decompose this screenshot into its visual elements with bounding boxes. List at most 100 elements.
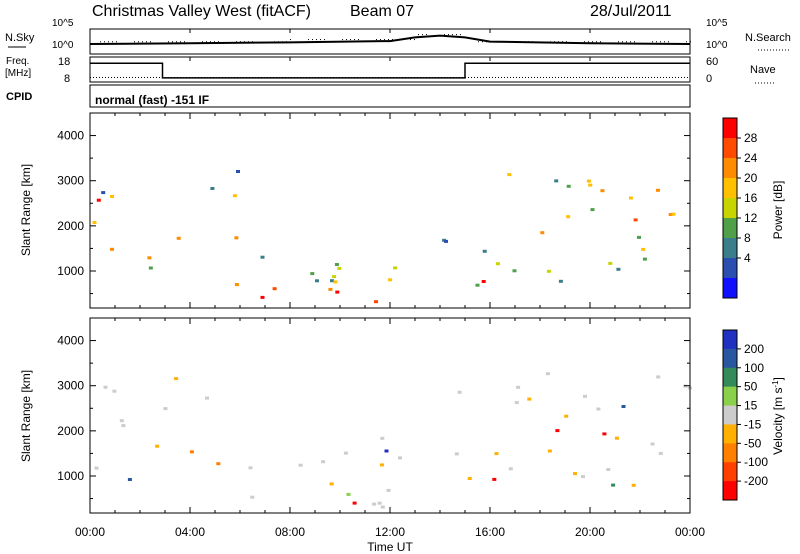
noise-dot <box>180 41 181 43</box>
noise-dot <box>660 41 661 43</box>
range-gate-cell <box>393 266 398 270</box>
range-gate-cell <box>606 468 611 471</box>
colorbar-swatch <box>723 405 737 425</box>
noise-right-tick-high: 10^5 <box>706 18 728 29</box>
cpid-text: normal (fast) -151 IF <box>95 93 209 107</box>
range-gate-cell <box>588 183 593 187</box>
nave-label: Nave <box>750 64 776 76</box>
range-gate-cell <box>602 432 607 436</box>
cpid-panel-frame <box>89 84 691 108</box>
range-gate-cell <box>583 394 587 398</box>
noise-dot <box>414 39 415 41</box>
range-gate-cell <box>236 170 240 173</box>
y-tick-label: 3000 <box>57 174 84 188</box>
noise-dot <box>210 41 211 43</box>
noise-dot <box>376 39 377 41</box>
velocity-y-axis: 1000 2000 3000 4000 <box>57 334 690 500</box>
noise-dot <box>218 41 219 43</box>
range-gate-cell <box>398 456 402 460</box>
noise-series <box>89 34 691 46</box>
noise-dot <box>142 41 143 43</box>
range-gate-cell <box>516 385 521 389</box>
noise-search-label: N.Search <box>745 32 791 44</box>
noise-dot <box>236 41 237 43</box>
colorbar-tick-label: -50 <box>744 436 762 450</box>
range-gate-cell <box>386 488 391 492</box>
nave-tick-high: 60 <box>706 56 718 68</box>
colorbar-tick-label: 8 <box>744 231 751 245</box>
velocity-panel-frame <box>89 317 691 514</box>
range-gate-cell <box>581 475 585 479</box>
cpid-panel: CPID normal (fast) -151 IF <box>6 84 691 108</box>
freq-label-line1: Freq. <box>6 56 29 67</box>
colorbar-swatch <box>723 367 737 388</box>
noise-dot <box>478 41 479 43</box>
noise-dot <box>656 41 657 43</box>
range-gate-cell <box>176 236 181 240</box>
range-gate-cell <box>101 191 106 195</box>
noise-dot <box>168 41 169 43</box>
range-gate-cell <box>616 267 621 271</box>
noise-dot <box>528 41 529 43</box>
range-gate-cell <box>637 235 641 239</box>
range-gate-cell <box>205 396 209 400</box>
range-gate-cell <box>379 463 384 467</box>
noise-dot <box>392 39 393 41</box>
noise-dot <box>584 41 585 43</box>
noise-dot <box>592 41 593 43</box>
colorbar-swatch <box>723 238 737 259</box>
noise-dot <box>532 41 533 43</box>
range-gate-cell <box>658 451 663 455</box>
range-gate-cell <box>121 424 126 428</box>
noise-dot <box>316 39 317 41</box>
range-gate-cell <box>234 283 239 287</box>
noise-dot <box>176 41 177 43</box>
noise-dot <box>456 34 457 36</box>
range-gate-cell <box>92 221 97 224</box>
range-gate-cell <box>546 269 551 273</box>
noise-dot <box>486 41 487 43</box>
range-gate-cell <box>388 278 393 282</box>
noise-dot <box>108 41 109 43</box>
cpid-label: CPID <box>6 91 32 103</box>
range-gate-cell <box>656 375 661 379</box>
colorbar-swatch <box>723 278 737 299</box>
range-gate-cell <box>260 295 265 299</box>
colorbar-tick-label: -100 <box>744 455 768 469</box>
range-gate-cell <box>163 407 168 411</box>
noise-dot <box>146 41 147 43</box>
range-gate-cell <box>507 173 512 177</box>
noise-dot <box>248 41 249 43</box>
noise-dot <box>380 39 381 41</box>
noise-dot <box>524 41 525 43</box>
range-gate-cell <box>119 419 124 423</box>
x-tick-label: 08:00 <box>275 525 305 539</box>
noise-left-tick-high: 10^5 <box>52 18 74 29</box>
range-gate-cell <box>558 279 563 283</box>
noise-dot <box>490 41 491 43</box>
range-gate-cell <box>554 179 559 183</box>
noise-dot <box>312 39 313 41</box>
colorbar-tick-label: 200 <box>744 342 764 356</box>
colorbar-swatch <box>723 218 737 239</box>
colorbar-tick-label: 50 <box>744 380 758 394</box>
colorbar-swatch <box>723 462 737 482</box>
noise-dot <box>104 41 105 43</box>
noise-dot <box>668 41 669 43</box>
velocity-heatmap <box>94 372 692 509</box>
colorbar-swatch <box>723 330 737 350</box>
colorbar-swatch <box>723 443 737 463</box>
colorbar-swatch <box>723 178 737 199</box>
noise-dot <box>516 41 517 43</box>
noise-dot <box>452 34 453 36</box>
freq-label-line2: [MHz] <box>5 68 31 79</box>
range-gate-cell <box>148 266 153 270</box>
colorbar-swatch <box>723 424 737 444</box>
noise-dot <box>630 41 631 43</box>
x-axis-label: Time UT <box>367 540 413 554</box>
noise-dot <box>278 41 279 43</box>
range-gate-cell <box>272 287 277 291</box>
noise-dot <box>498 41 499 43</box>
y-tick-label: 4000 <box>57 334 84 348</box>
colorbar-tick-label: 20 <box>744 171 758 185</box>
